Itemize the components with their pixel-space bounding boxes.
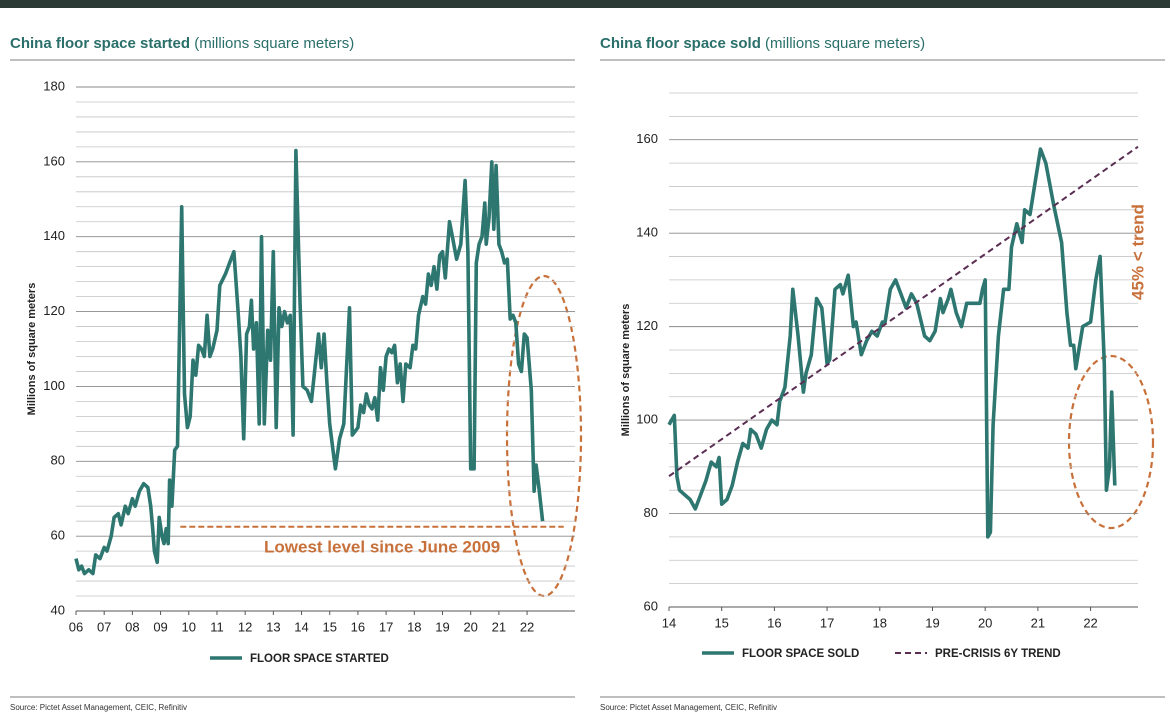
trend-line (668, 145, 1139, 478)
source: Source: Pictet Asset Management, CEIC, R… (10, 703, 187, 712)
x-tick-label: 19 (435, 619, 449, 634)
top-bar (0, 0, 1170, 8)
chart-title: China floor space sold (millions square … (600, 35, 925, 52)
source: Source: Pictet Asset Management, CEIC, R… (600, 703, 777, 712)
y-tick-label: 80 (644, 505, 658, 520)
x-tick-label: 20 (463, 619, 477, 634)
y-tick-label: 40 (51, 602, 65, 617)
y-tick-label: 160 (636, 131, 658, 146)
x-tick-label: 08 (125, 619, 139, 634)
x-tick-label: 13 (266, 619, 280, 634)
chart-title: China floor space started (millions squa… (10, 35, 354, 52)
x-tick-label: 17 (820, 615, 834, 630)
annotation: 45% < trend (1128, 204, 1147, 300)
x-tick-label: 21 (1031, 615, 1045, 630)
title-main: China floor space started (10, 35, 190, 52)
y-tick-label: 100 (636, 412, 658, 427)
y-axis-label: Millions of square meters (620, 304, 632, 437)
x-tick-label: 16 (351, 619, 365, 634)
y-tick-label: 180 (43, 78, 65, 93)
y-tick-label: 120 (636, 318, 658, 333)
data-line (74, 148, 545, 576)
highlight-ellipse (1067, 354, 1155, 530)
x-tick-label: 18 (873, 615, 887, 630)
y-tick-label: 60 (51, 528, 65, 543)
legend-label: FLOOR SPACE STARTED (250, 653, 389, 665)
x-tick-label: 22 (520, 619, 534, 634)
title-sub: (millions square meters) (194, 35, 354, 52)
x-tick-label: 20 (978, 615, 992, 630)
x-tick-label: 19 (925, 615, 939, 630)
y-tick-label: 80 (51, 453, 65, 468)
title-sub: (millions square meters) (765, 35, 925, 52)
y-tick-label: 140 (636, 225, 658, 240)
x-tick-label: 14 (662, 615, 676, 630)
data-line (667, 147, 1117, 539)
annotation: Lowest level since June 2009 (264, 537, 500, 556)
y-tick-label: 160 (43, 153, 65, 168)
legend-label: PRE-CRISIS 6Y TREND (935, 648, 1061, 660)
x-tick-label: 15 (714, 615, 728, 630)
x-tick-label: 16 (767, 615, 781, 630)
highlight-ellipse (505, 274, 583, 598)
y-tick-label: 60 (644, 598, 658, 613)
x-tick-label: 14 (294, 619, 308, 634)
x-tick-label: 09 (153, 619, 167, 634)
x-tick-label: 21 (492, 619, 506, 634)
x-tick-label: 12 (238, 619, 252, 634)
x-tick-label: 18 (407, 619, 421, 634)
y-tick-label: 140 (43, 228, 65, 243)
x-tick-label: 11 (210, 619, 224, 634)
x-tick-label: 10 (182, 619, 196, 634)
y-tick-label: 100 (43, 378, 65, 393)
legend-label: FLOOR SPACE SOLD (742, 648, 859, 660)
x-tick-label: 22 (1083, 615, 1097, 630)
x-tick-label: 06 (69, 619, 83, 634)
x-tick-label: 15 (322, 619, 336, 634)
x-tick-label: 17 (379, 619, 393, 634)
title-main: China floor space sold (600, 35, 761, 52)
y-axis-label: Millions of square meters (26, 283, 38, 416)
x-tick-label: 07 (97, 619, 111, 634)
y-tick-label: 120 (43, 303, 65, 318)
